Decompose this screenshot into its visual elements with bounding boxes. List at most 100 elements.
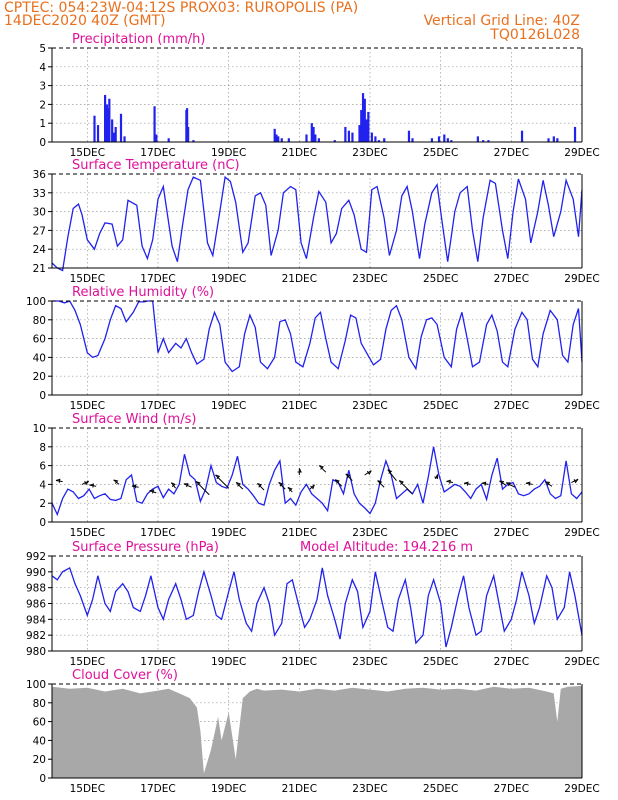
wind-arrowhead <box>297 468 302 473</box>
precip-x-tick-label: 25DEC <box>423 147 458 159</box>
precip-bar <box>482 140 485 142</box>
rh-series-line <box>52 300 583 373</box>
cloud-y-tick-label: 60 <box>33 717 46 729</box>
wind-vector <box>345 473 353 481</box>
pres-y-tick-label: 988 <box>26 583 46 595</box>
wind-y-tick-label: 2 <box>39 498 46 510</box>
header-title: CPTEC: 054:23W-04:12S PROX03: RUROPOLIS … <box>4 0 359 16</box>
precip-bar <box>358 125 361 142</box>
precip-bar <box>167 138 170 142</box>
pres-panel <box>48 555 583 652</box>
precip-bar <box>312 126 315 142</box>
pres-x-tick-label: 15DEC <box>70 656 105 668</box>
wind-arrowhead <box>506 482 511 487</box>
rh-y-tick-label: 80 <box>33 315 46 327</box>
precip-bar <box>383 138 386 142</box>
precip-bar <box>114 126 117 142</box>
precip-bar <box>344 126 347 142</box>
precip-bar <box>105 104 108 142</box>
wind-arrowhead <box>278 482 284 487</box>
precip-x-tick-label: 15DEC <box>70 147 105 159</box>
precip-bar <box>347 130 350 142</box>
precip-x-tick-label: 27DEC <box>494 147 529 159</box>
precip-bar <box>476 136 479 142</box>
precip-bar <box>411 138 414 142</box>
header-gridline-info: Vertical Grid Line: 40Z <box>423 13 580 29</box>
cloud-y-tick-label: 0 <box>39 773 46 785</box>
rh-x-tick-label: 29DEC <box>564 400 599 412</box>
precip-bar <box>123 136 126 142</box>
temp-x-tick-label: 23DEC <box>352 273 387 285</box>
precip-bar <box>407 130 411 142</box>
temp-x-tick-label: 27DEC <box>494 273 529 285</box>
precip-bar <box>153 106 156 142</box>
pres-x-tick-label: 25DEC <box>423 656 458 668</box>
wind-arrowhead <box>310 484 315 490</box>
cloud-x-tick-label: 23DEC <box>352 783 387 795</box>
pres-y-tick-label: 984 <box>26 614 46 626</box>
temp-x-tick-label: 29DEC <box>564 273 599 285</box>
rh-y-tick-label: 60 <box>33 334 46 346</box>
wind-series-line <box>51 446 583 517</box>
wind-arrowhead <box>499 480 505 485</box>
cloud-title: Cloud Cover (%) <box>72 668 178 683</box>
cloud-x-tick-label: 19DEC <box>211 783 246 795</box>
temp-x-tick-label: 21DEC <box>282 273 317 285</box>
wind-arrowhead <box>84 480 90 486</box>
precip-panel <box>48 47 583 143</box>
temp-x-tick-label: 19DEC <box>211 273 246 285</box>
precip-y-tick-label: 1 <box>39 118 46 130</box>
wind-arrowhead <box>573 478 579 484</box>
rh-x-tick-label: 27DEC <box>494 400 529 412</box>
wind-vector <box>398 480 413 495</box>
wind-y-tick-label: 4 <box>39 479 46 491</box>
precip-x-tick-label: 19DEC <box>211 147 246 159</box>
precip-bar <box>112 132 116 142</box>
cloud-x-tick-label: 17DEC <box>140 783 175 795</box>
wind-title: Surface Wind (m/s) <box>72 412 196 427</box>
temp-x-tick-label: 25DEC <box>423 273 458 285</box>
pres-y-tick-label: 986 <box>26 599 46 611</box>
cloud-panel <box>48 683 583 779</box>
pres-title: Surface Pressure (hPa) <box>72 540 219 555</box>
precip-bar <box>446 138 449 142</box>
precip-bar <box>108 98 111 142</box>
rh-y-tick-label: 20 <box>33 371 46 383</box>
wind-y-tick-label: 8 <box>39 442 46 454</box>
wind-arrowhead <box>481 481 487 486</box>
wind-arrowhead <box>55 478 61 483</box>
wind-arrowhead <box>195 481 201 486</box>
wind-arrowhead <box>366 470 372 475</box>
wind-x-tick-label: 15DEC <box>70 527 105 539</box>
wind-arrowhead <box>434 474 439 480</box>
pres-y-tick-label: 980 <box>26 646 46 658</box>
precip-bar <box>374 136 377 142</box>
pres-y-tick-label: 992 <box>26 551 46 563</box>
pres-x-tick-label: 23DEC <box>352 656 387 668</box>
temp-y-tick-label: 36 <box>33 169 47 181</box>
wind-arrowhead <box>319 465 324 470</box>
precip-bar <box>556 138 559 142</box>
precip-bar <box>552 136 555 142</box>
precip-bar <box>119 113 123 142</box>
pres-x-tick-label: 27DEC <box>494 656 529 668</box>
cloud-x-tick-label: 29DEC <box>564 783 599 795</box>
pres-x-tick-label: 29DEC <box>564 656 599 668</box>
precip-bar <box>360 110 363 142</box>
precip-bar <box>547 138 550 142</box>
precip-bar <box>370 132 373 142</box>
pres-y-tick-label: 982 <box>26 630 46 642</box>
precip-x-tick-label: 21DEC <box>282 147 317 159</box>
precip-bar <box>155 134 158 142</box>
precip-x-tick-label: 17DEC <box>140 147 175 159</box>
pres-subtitle: Model Altitude: 194.216 m <box>300 540 473 555</box>
wind-vector <box>334 479 343 487</box>
cloud-y-tick-label: 100 <box>26 679 46 691</box>
temp-series-line <box>51 175 583 272</box>
cloud-x-tick-label: 27DEC <box>494 783 529 795</box>
wind-arrowhead <box>89 483 95 488</box>
precip-bar <box>305 134 308 142</box>
pres-x-tick-label: 19DEC <box>211 656 246 668</box>
cloud-y-tick-label: 80 <box>33 698 46 710</box>
wind-vector <box>318 465 327 473</box>
